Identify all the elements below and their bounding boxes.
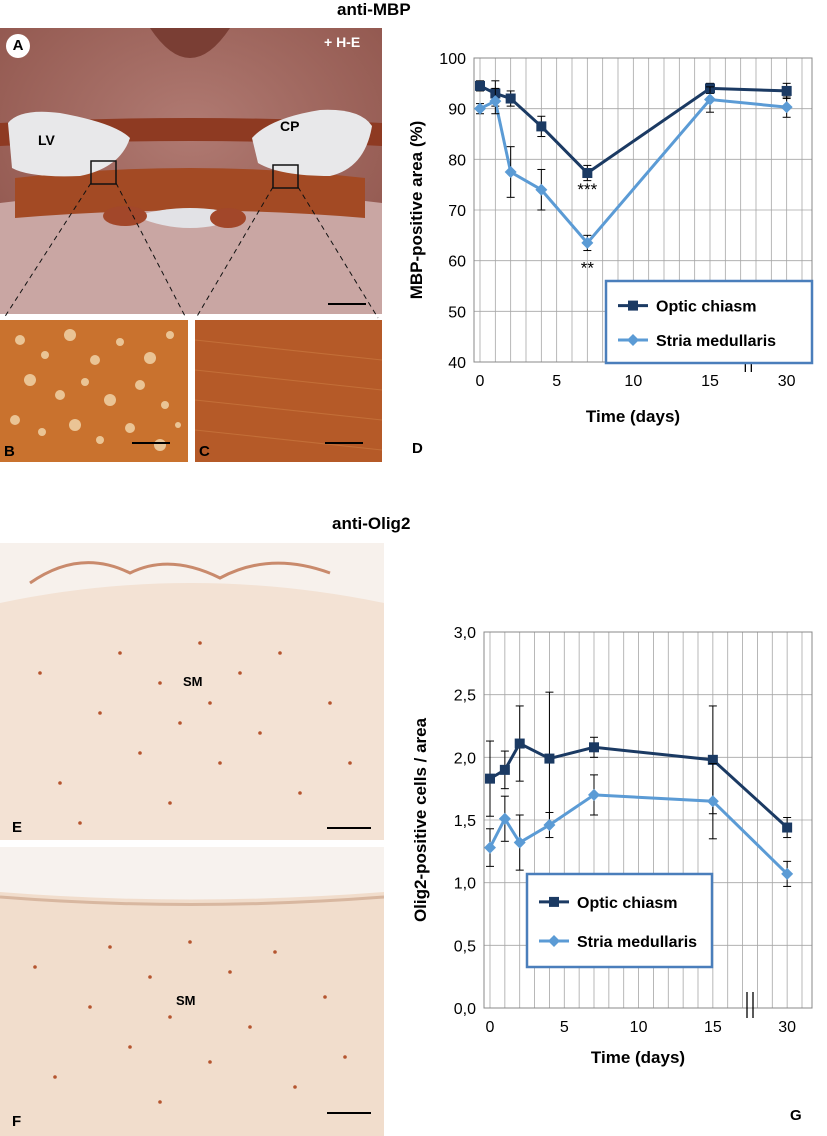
legend-marker xyxy=(548,934,560,947)
panel-d-letter: D xyxy=(412,440,423,457)
data-point xyxy=(498,812,511,825)
data-point xyxy=(535,183,548,196)
data-point xyxy=(781,85,792,96)
legend-label: Optic chiasm xyxy=(577,895,677,912)
scale-bar xyxy=(328,303,366,305)
data-point xyxy=(782,822,793,833)
y-tick-label: 60 xyxy=(448,254,466,271)
x-tick-label: 10 xyxy=(624,373,642,390)
y-tick-label: 2,0 xyxy=(454,750,476,767)
stain-label: + H-E xyxy=(324,34,361,50)
data-point xyxy=(489,95,502,108)
data-point xyxy=(780,101,793,114)
scale-bar xyxy=(132,442,170,444)
data-point xyxy=(543,819,556,832)
y-tick-label: 1,0 xyxy=(454,876,476,893)
plot-area xyxy=(483,631,813,1009)
lv-label: LV xyxy=(38,132,55,148)
panel-b-texture xyxy=(10,329,181,451)
legend-marker xyxy=(627,334,639,347)
y-tick-label: 0,0 xyxy=(454,1001,476,1018)
legend-box xyxy=(604,279,814,365)
x-axis-label: Time (days) xyxy=(591,1048,685,1067)
data-point xyxy=(475,80,485,91)
panel-c-texture xyxy=(195,339,382,451)
y-tick-label: 3,0 xyxy=(454,625,476,642)
x-tick-label: 5 xyxy=(552,373,561,390)
panel-f-letter: F xyxy=(12,1113,22,1130)
scale-bar xyxy=(327,1112,371,1114)
data-point xyxy=(589,742,599,753)
x-tick-label: 5 xyxy=(560,1019,569,1036)
data-point xyxy=(581,236,594,249)
data-point xyxy=(706,795,719,808)
legend-marker xyxy=(549,896,559,907)
data-point xyxy=(781,867,794,880)
panel-b-image: B xyxy=(0,320,188,462)
data-point xyxy=(513,836,526,849)
y-tick-label: 70 xyxy=(448,203,466,220)
data-point xyxy=(588,788,600,801)
x-axis-label: Time (days) xyxy=(586,407,680,426)
zoom-lines xyxy=(3,182,379,319)
legend-label: Stria medullaris xyxy=(577,934,697,951)
legend-box xyxy=(525,872,714,969)
data-point xyxy=(485,773,495,784)
data-point xyxy=(582,168,593,179)
data-point xyxy=(704,93,716,106)
anti-olig2-title: anti-Olig2 xyxy=(332,514,411,533)
anti-mbp-title: anti-MBP xyxy=(337,0,411,19)
data-point xyxy=(484,841,496,854)
panel-f-image: SM F xyxy=(0,847,384,1136)
x-tick-label: 0 xyxy=(486,1019,495,1036)
panel-a-letter: A xyxy=(6,34,30,58)
x-tick-label: 30 xyxy=(778,1019,796,1036)
panel-c-letter: C xyxy=(199,443,210,460)
data-point xyxy=(536,121,547,132)
panel-a-image: A + H-E LV CP xyxy=(0,28,382,314)
chart-g-olig2: 0,0 0,5 1,0 1,5 2,0 2,5 3,0 0 5 10 15 30 Time (days)… xyxy=(411,625,813,1067)
x-tick-label: 0 xyxy=(476,373,485,390)
y-axis-label: Olig2-positive cells / area xyxy=(411,717,430,922)
x-tick-label: 15 xyxy=(704,1019,722,1036)
panel-f-texture xyxy=(0,847,384,1104)
data-point xyxy=(474,102,486,115)
legend-label: Stria medullaris xyxy=(656,333,776,350)
x-tick-label: 10 xyxy=(630,1019,648,1036)
data-point xyxy=(499,764,510,775)
scale-bar xyxy=(325,442,363,444)
scale-bar xyxy=(327,827,371,829)
legend-label: Optic chiasm xyxy=(656,299,756,316)
panel-c-image: C xyxy=(195,320,382,462)
sm-label: SM xyxy=(176,993,196,1008)
data-point xyxy=(707,754,718,765)
chart-d-mbp: 40 50 60 70 80 90 100 0 5 10 15 30 Time (days) MBP-po… xyxy=(407,51,814,426)
panel-e-texture xyxy=(0,543,384,825)
panel-e-letter: E xyxy=(12,819,23,836)
significance-marker: ** xyxy=(581,259,595,278)
y-tick-label: 1,5 xyxy=(454,813,476,830)
cp-label: CP xyxy=(280,118,300,134)
y-tick-label: 0,5 xyxy=(454,938,476,955)
panel-b-letter: B xyxy=(4,443,15,460)
legend-marker xyxy=(628,300,638,311)
y-tick-label: 2,5 xyxy=(454,688,476,705)
sm-label: SM xyxy=(183,674,203,689)
y-tick-label: 100 xyxy=(439,51,466,68)
y-axis-label: MBP-positive area (%) xyxy=(407,121,426,300)
y-tick-label: 90 xyxy=(448,102,466,119)
y-tick-label: 50 xyxy=(448,304,466,321)
y-tick-label: 80 xyxy=(448,152,466,169)
y-tick-label: 40 xyxy=(448,355,466,372)
panel-e-image: SM E xyxy=(0,543,384,840)
data-point xyxy=(504,166,517,178)
significance-marker: *** xyxy=(577,180,597,199)
data-point xyxy=(505,93,516,104)
x-tick-label: 30 xyxy=(778,373,796,390)
x-tick-label: 15 xyxy=(701,373,719,390)
data-point xyxy=(514,738,525,749)
panel-g-letter: G xyxy=(790,1107,802,1124)
data-point xyxy=(544,753,555,764)
